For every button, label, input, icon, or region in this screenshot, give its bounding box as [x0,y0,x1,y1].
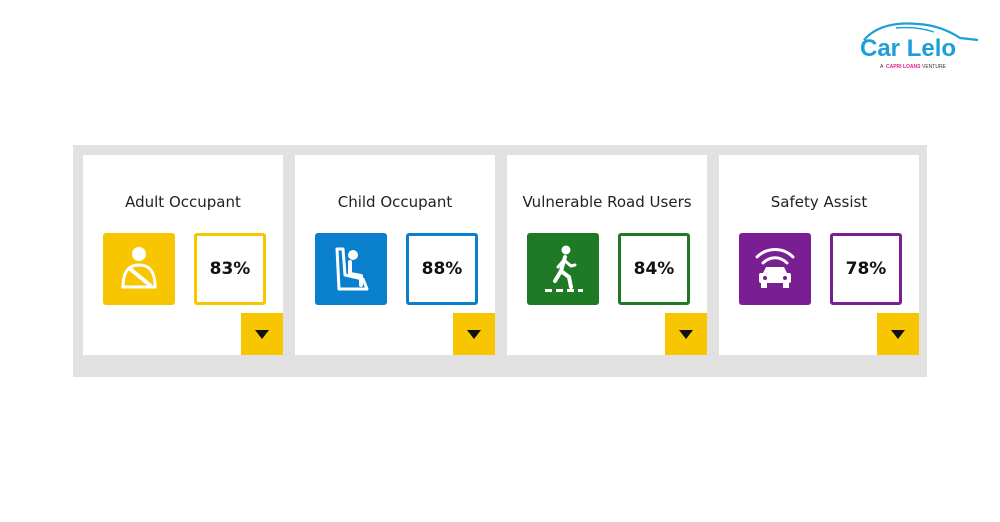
score-value: 78% [845,259,887,279]
score-box: 84% [618,233,690,305]
child-seat-icon [315,233,387,305]
score-box: 83% [194,233,266,305]
logo-graphic: Car Lelo A CAPRI LOANS VENTURE [860,22,979,70]
seatbelt-icon [103,233,175,305]
safety-ratings-panel: Adult Occupant 83% Child Occupant [73,145,927,377]
expand-button[interactable] [665,313,707,355]
logo-brand-text: Car Lelo [860,35,956,62]
score-box: 78% [830,233,902,305]
rating-card-vulnerable-road-users: Vulnerable Road Users 84% [507,155,707,355]
chevron-down-icon [891,329,905,339]
rating-card-child-occupant: Child Occupant 88% [295,155,495,355]
score-box: 88% [406,233,478,305]
card-title: Safety Assist [770,193,868,211]
logo-tagline-suffix: VENTURE [922,64,947,70]
rating-card-adult-occupant: Adult Occupant 83% [83,155,283,355]
logo-tagline-prefix: A [880,64,884,70]
chevron-down-icon [467,329,481,339]
expand-button[interactable] [241,313,283,355]
chevron-down-icon [679,329,693,339]
car-sensor-icon [739,233,811,305]
rating-card-safety-assist: Safety Assist 78% [719,155,919,355]
car-lelo-logo[interactable]: Car Lelo A CAPRI LOANS VENTURE [856,18,986,72]
expand-button[interactable] [877,313,919,355]
score-value: 83% [209,259,251,279]
card-title: Child Occupant [337,193,453,211]
card-title: Adult Occupant [125,193,241,211]
expand-button[interactable] [453,313,495,355]
chevron-down-icon [255,329,269,339]
card-title: Vulnerable Road Users [522,193,692,211]
score-value: 88% [421,259,463,279]
score-value: 84% [633,259,675,279]
logo-tagline-brand: CAPRI LOANS [886,64,921,70]
pedestrian-icon [527,233,599,305]
